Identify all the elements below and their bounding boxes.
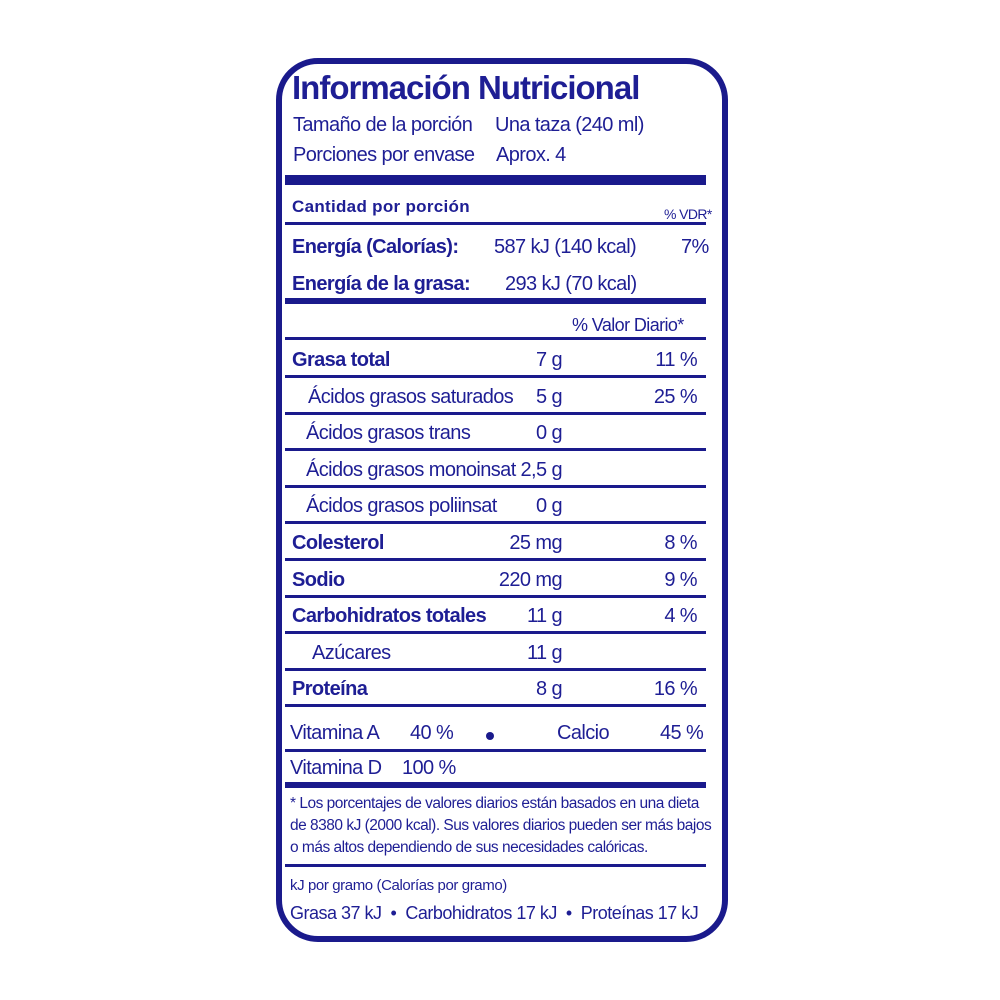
footnote-line-3: o más altos dependiendo de sus necesidad…	[290, 839, 648, 856]
nutrient-percent: 16 %	[653, 678, 698, 701]
row-divider	[285, 521, 706, 525]
nutrient-label: Azúcares	[312, 641, 391, 664]
nutrient-label: Ácidos grasos monoinsat	[306, 458, 516, 481]
vitamin-a-value: 40 %	[410, 722, 454, 744]
amount-per-serving-header: Cantidad por porción	[292, 197, 470, 216]
nutrient-amount: 7 g	[535, 349, 563, 371]
row-divider	[285, 375, 706, 378]
calcium-label: Calcio	[557, 722, 610, 744]
vitamin-d-label: Vitamina D	[290, 757, 382, 779]
row-divider	[285, 667, 706, 671]
calcium-value: 45 %	[660, 722, 704, 744]
nutrient-amount: 25 mg	[509, 532, 562, 554]
nutrient-amount: 5 g	[535, 385, 563, 408]
serving-size-value: Una taza (240 ml)	[495, 114, 644, 136]
nutrient-amount: 220 mg	[498, 568, 563, 591]
divider-thick	[285, 175, 706, 185]
nutrient-label: Colesterol	[292, 532, 384, 554]
nutrient-amount: 0 g	[535, 422, 563, 445]
conversion-title: kJ por gramo (Calorías por gramo)	[290, 877, 507, 894]
nutrient-label: Carbohidratos totales	[292, 605, 487, 628]
row-divider	[285, 631, 706, 635]
fat-energy-label: Energía de la grasa:	[292, 273, 471, 295]
nutrient-amount: 2,5 g	[520, 458, 563, 481]
row-divider	[285, 411, 706, 415]
row-divider	[285, 558, 706, 561]
footnote-line-1: * Los porcentajes de valores diarios est…	[290, 795, 699, 812]
energy-percent: 7%	[681, 236, 709, 258]
row-divider	[285, 484, 706, 488]
fat-energy-value: 293 kJ (70 kcal)	[505, 273, 637, 295]
nutrient-label: Grasa total	[292, 349, 390, 371]
divider	[285, 749, 706, 752]
nutrient-percent: 4 %	[664, 605, 697, 628]
row-divider	[285, 704, 706, 708]
conversion-values: Grasa 37 kJ • Carbohidratos 17 kJ • Prot…	[290, 903, 699, 923]
servings-per-container-value: Aprox. 4	[496, 144, 566, 166]
nutrient-percent: 25 %	[653, 385, 698, 408]
divider	[285, 337, 706, 340]
bullet-icon	[486, 732, 494, 740]
daily-value-header: % Valor Diario*	[572, 315, 684, 335]
nutrient-amount: 11 g	[526, 641, 563, 664]
servings-per-container-label: Porciones por envase	[293, 144, 475, 166]
row-divider	[285, 594, 706, 598]
nutrition-label-border	[276, 58, 728, 942]
nutrient-label: Ácidos grasos trans	[306, 422, 471, 445]
nutrient-percent: 9 %	[664, 568, 697, 591]
divider-medium	[285, 298, 706, 304]
nutrient-label: Ácidos grasos saturados	[308, 385, 514, 408]
divider	[285, 864, 706, 867]
nutrient-amount: 0 g	[535, 495, 563, 518]
nutrient-label: Proteína	[292, 678, 368, 701]
vitamin-d-value: 100 %	[402, 757, 456, 779]
energy-value: 587 kJ (140 kcal)	[494, 236, 637, 258]
nutrient-label: Sodio	[292, 568, 345, 591]
label-title: Información Nutricional	[292, 69, 640, 106]
row-divider	[285, 448, 706, 452]
nutrient-label: Ácidos grasos poliinsat	[306, 495, 497, 518]
divider	[285, 222, 706, 225]
nutrient-percent: 8 %	[664, 532, 697, 554]
divider-medium	[285, 782, 706, 788]
nutrient-percent: 11 %	[655, 349, 697, 371]
energy-label: Energía (Calorías):	[292, 236, 459, 258]
vdr-header: % VDR*	[664, 206, 712, 222]
footnote-line-2: de 8380 kJ (2000 kcal). Sus valores diar…	[290, 817, 712, 834]
vitamin-a-label: Vitamina A	[290, 722, 380, 744]
serving-size-label: Tamaño de la porción	[293, 114, 473, 136]
nutrient-amount: 11 g	[526, 605, 563, 628]
nutrient-amount: 8 g	[535, 678, 563, 701]
